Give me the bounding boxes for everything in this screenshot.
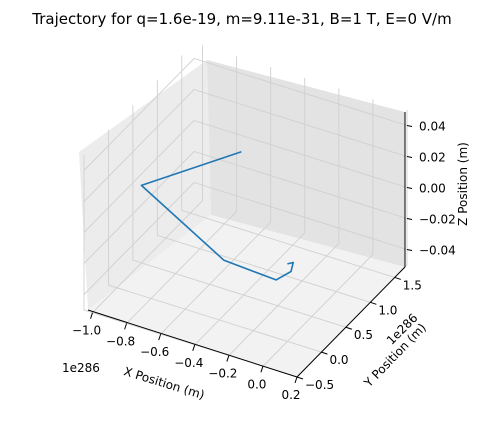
z-tick-mark [406,125,413,127]
y-tick-label: 0.5 [354,328,373,342]
x-grid-line [262,99,374,367]
y-tick-mark [345,326,353,330]
y-tick-label: 1.0 [378,303,397,317]
z-grid-line [83,181,408,295]
x-grid-line [160,67,272,335]
x-offset-label: 1e286 [62,361,100,375]
y-tick-mark [394,276,401,280]
z-grid-line [83,150,408,264]
y-grid-line [107,130,322,353]
z-axis-label: Z Position (m) [456,142,470,226]
y-tick-mark [296,376,304,380]
x-grid-line [92,45,203,313]
x-grid-line [228,88,340,356]
y-axis-line [296,266,406,378]
x-tick-mark [260,366,264,373]
z-tick-label: −0.04 [419,244,456,258]
y-tick-label: −0.5 [305,378,334,392]
z-tick-label: 0.00 [419,182,446,196]
y-grid-line [132,105,347,328]
x-tick-mark [90,312,93,319]
z-grid-line [83,119,408,233]
y-grid-line [181,55,395,278]
y-tick-mark [370,301,377,305]
x-tick-label: 0.2 [281,388,300,402]
x-tick-label: −0.4 [174,356,203,370]
z-tick-label: 0.02 [419,151,446,165]
y-grid-line [156,80,371,303]
x-grid-line [194,77,306,346]
x-tick-mark [158,333,162,341]
x-axis-label: X Position (m) [122,364,206,402]
chart-title: Trajectory for q=1.6e-19, m=9.11e-31, B=… [31,10,451,28]
x-axis-line [87,309,298,378]
x-tick-label: −1.0 [72,324,101,338]
z-tick-label: 0.04 [419,120,446,134]
x-tick-label: 0.0 [247,377,266,391]
z-grid-line [83,57,408,171]
z-tick-mark [406,156,413,158]
x-grid-line [126,56,238,324]
z-tick-mark [406,187,413,189]
z-tick-mark [406,249,413,251]
z-grid-line [83,88,408,202]
x-tick-label: −0.8 [106,334,135,348]
x-tick-mark [226,355,230,362]
y-tick-label: 1.5 [403,278,422,292]
z-tick-label: −0.02 [419,213,456,227]
x-tick-label: −0.2 [208,367,237,381]
x-tick-mark [124,323,128,330]
z-tick-mark [406,218,413,220]
y-tick-mark [321,351,328,355]
back-right-pane [207,60,405,267]
axis-ticks: −1.0 −0.8 −0.6 −0.4 −0.2 0.0 0.2 −0.5 0.0 0.5 1.0 1… [72,120,456,403]
trajectory-line [140,150,295,281]
series-layer [140,150,295,281]
x-tick-mark [192,344,196,351]
x-tick-mark [294,376,298,384]
x-tick-label: −0.6 [140,345,169,359]
y-tick-label: 0.0 [329,353,348,367]
